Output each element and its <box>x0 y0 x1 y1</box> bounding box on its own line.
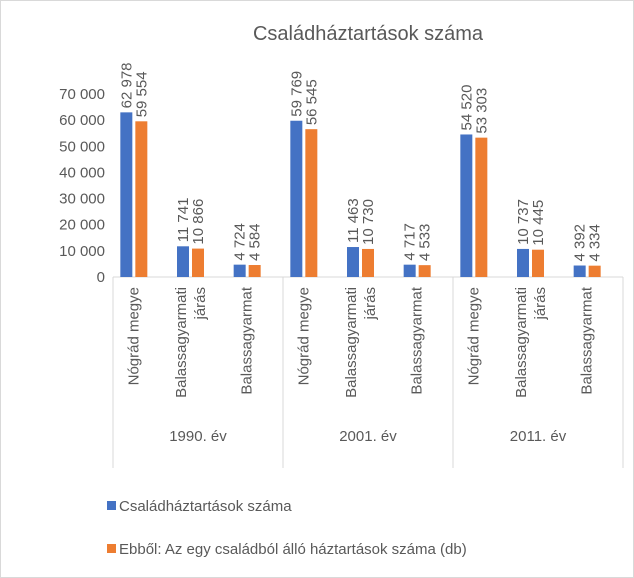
x-tick-label: Nógrád megye <box>125 287 142 385</box>
bar <box>418 265 431 277</box>
value-label: 10 445 <box>530 200 547 246</box>
value-label: 56 545 <box>303 79 320 125</box>
x-tick-label: Balassagyarmat <box>239 286 256 394</box>
x-tick-label: Nógrád megye <box>465 287 482 385</box>
x-tick-label-line: Balassagyarmati <box>343 287 360 398</box>
x-tick-label-line: járás <box>362 287 379 321</box>
bar <box>233 264 246 277</box>
legend-label: Családháztartások száma <box>119 498 292 515</box>
value-label: 11 463 <box>345 198 362 243</box>
value-label: 11 741 <box>175 198 192 243</box>
x-tick-label: Balassagyarmati járás <box>343 287 379 398</box>
bar <box>403 264 416 277</box>
y-tick-label: 20 000 <box>59 217 105 234</box>
value-label: 54 520 <box>458 85 475 131</box>
y-tick-label: 50 000 <box>59 138 105 155</box>
value-label: 4 584 <box>247 223 264 261</box>
bar <box>305 129 318 277</box>
x-tick-label-line: járás <box>532 287 549 321</box>
value-label: 10 730 <box>360 199 377 245</box>
value-label: 4 717 <box>402 223 419 261</box>
value-label: 4 334 <box>587 224 604 262</box>
x-tick-label: Balassagyarmat <box>409 286 426 394</box>
bar <box>573 265 586 277</box>
y-tick-label: 10 000 <box>59 243 105 260</box>
legend-label: Ebből: Az egy családból álló háztartások… <box>119 541 467 558</box>
legend-swatch <box>107 544 116 553</box>
bar <box>517 248 529 277</box>
bar <box>177 246 189 277</box>
group-label: 2011. év <box>510 428 567 445</box>
value-label: 4 533 <box>417 224 434 262</box>
bar <box>290 120 303 277</box>
bar <box>588 265 601 277</box>
bar <box>475 137 488 277</box>
value-label: 59 769 <box>288 71 305 117</box>
bar <box>248 265 261 277</box>
group-label: 1990. év <box>169 428 227 445</box>
x-tick-label: Nógrád megye <box>295 287 312 385</box>
x-tick-label: Balassagyarmati járás <box>513 287 549 398</box>
y-tick-label: 70 000 <box>59 86 105 103</box>
value-label: 59 554 <box>133 71 150 117</box>
bar <box>460 134 473 277</box>
y-tick-label: 40 000 <box>59 164 105 181</box>
value-label: 62 978 <box>118 62 135 108</box>
bar <box>532 249 544 277</box>
value-label: 10 866 <box>190 199 207 245</box>
x-tick-label-line: Balassagyarmati <box>173 287 190 398</box>
value-label: 4 724 <box>232 223 249 261</box>
value-label: 10 737 <box>515 199 532 245</box>
legend-swatch <box>107 501 116 510</box>
y-tick-label: 30 000 <box>59 191 105 208</box>
x-tick-label-line: Balassagyarmati <box>513 287 530 398</box>
chart-title: Családháztartások száma <box>253 23 484 45</box>
group-label: 2001. év <box>339 428 397 445</box>
y-tick-label: 60 000 <box>59 112 105 129</box>
y-tick-label: 0 <box>97 269 105 286</box>
bar <box>362 248 374 277</box>
value-label: 4 392 <box>572 224 589 262</box>
bar <box>192 248 204 277</box>
x-tick-label-line: járás <box>192 287 209 321</box>
x-tick-label: Balassagyarmat <box>579 286 596 394</box>
bar <box>135 121 148 277</box>
x-tick-label: Balassagyarmati járás <box>173 287 209 398</box>
bar <box>347 247 359 277</box>
bar <box>120 112 133 277</box>
value-label: 53 303 <box>473 88 490 134</box>
